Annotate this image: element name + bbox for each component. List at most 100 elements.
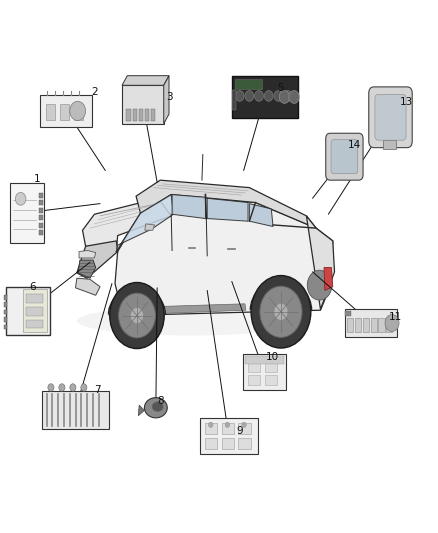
Circle shape	[59, 384, 65, 391]
Bar	[126, 109, 131, 121]
Bar	[39, 230, 43, 235]
Circle shape	[279, 91, 289, 103]
Circle shape	[225, 422, 229, 427]
Bar	[151, 109, 155, 121]
Polygon shape	[122, 76, 169, 85]
Polygon shape	[306, 216, 334, 309]
Bar	[370, 318, 376, 332]
FancyBboxPatch shape	[344, 309, 396, 337]
Polygon shape	[145, 224, 154, 230]
Bar	[26, 307, 43, 316]
Bar	[132, 109, 137, 121]
Text: 14: 14	[347, 140, 360, 150]
Text: 3: 3	[165, 92, 172, 102]
Bar	[244, 356, 283, 364]
Polygon shape	[323, 268, 332, 290]
Bar	[354, 318, 360, 332]
FancyBboxPatch shape	[368, 87, 411, 148]
Polygon shape	[249, 204, 272, 227]
Bar	[231, 90, 236, 110]
Circle shape	[70, 384, 76, 391]
Bar	[4, 295, 7, 300]
Bar	[74, 104, 83, 120]
Polygon shape	[78, 260, 95, 278]
Bar	[344, 311, 350, 316]
FancyBboxPatch shape	[6, 287, 50, 335]
Bar	[4, 302, 7, 307]
Text: 2: 2	[91, 87, 98, 96]
Text: 5: 5	[277, 83, 284, 93]
Bar	[60, 104, 69, 120]
Polygon shape	[172, 195, 205, 219]
Circle shape	[235, 91, 244, 101]
FancyBboxPatch shape	[325, 133, 362, 180]
Circle shape	[254, 91, 263, 101]
Bar	[385, 318, 392, 332]
Bar	[264, 362, 276, 372]
FancyBboxPatch shape	[231, 76, 297, 118]
Bar	[205, 423, 217, 434]
Circle shape	[70, 101, 85, 120]
Polygon shape	[75, 278, 100, 295]
FancyBboxPatch shape	[199, 418, 257, 454]
Bar	[238, 423, 250, 434]
Bar	[39, 215, 43, 220]
Text: 7: 7	[94, 385, 101, 395]
Polygon shape	[138, 405, 144, 416]
Polygon shape	[163, 76, 169, 124]
FancyBboxPatch shape	[330, 140, 357, 174]
Circle shape	[118, 293, 155, 338]
Ellipse shape	[152, 402, 163, 411]
Circle shape	[384, 314, 398, 332]
Polygon shape	[136, 180, 315, 228]
Circle shape	[251, 276, 310, 348]
Bar	[46, 104, 55, 120]
Bar	[235, 79, 261, 89]
Ellipse shape	[77, 306, 304, 336]
FancyBboxPatch shape	[242, 354, 285, 390]
Circle shape	[110, 282, 164, 349]
FancyBboxPatch shape	[42, 391, 109, 429]
Circle shape	[283, 91, 292, 101]
Bar	[39, 200, 43, 205]
Bar	[221, 423, 233, 434]
Bar	[39, 193, 43, 198]
FancyBboxPatch shape	[40, 95, 92, 127]
Circle shape	[288, 91, 299, 103]
Bar	[4, 317, 7, 322]
FancyBboxPatch shape	[122, 85, 163, 124]
Bar	[247, 375, 260, 385]
Circle shape	[241, 422, 246, 427]
Bar	[221, 438, 233, 449]
Polygon shape	[116, 195, 173, 252]
Text: 1: 1	[34, 174, 41, 183]
Polygon shape	[115, 195, 332, 316]
Bar	[39, 208, 43, 213]
Text: 8: 8	[156, 396, 163, 406]
Circle shape	[264, 91, 272, 101]
Bar	[362, 318, 368, 332]
Circle shape	[244, 91, 253, 101]
Circle shape	[81, 384, 87, 391]
Bar	[378, 318, 384, 332]
Bar	[346, 318, 352, 332]
Text: 13: 13	[399, 98, 412, 107]
Circle shape	[130, 308, 143, 324]
Polygon shape	[79, 251, 95, 258]
Circle shape	[273, 91, 282, 101]
Circle shape	[259, 286, 301, 337]
Bar	[4, 325, 7, 329]
Text: 6: 6	[29, 282, 36, 292]
Circle shape	[48, 384, 54, 391]
Text: 10: 10	[265, 352, 278, 362]
Bar	[264, 375, 276, 385]
Ellipse shape	[144, 398, 167, 418]
Circle shape	[273, 303, 287, 320]
Circle shape	[208, 422, 212, 427]
Bar	[26, 320, 43, 328]
Polygon shape	[207, 198, 247, 221]
FancyBboxPatch shape	[374, 94, 405, 140]
Text: 9: 9	[235, 426, 242, 435]
Bar	[247, 362, 260, 372]
FancyBboxPatch shape	[10, 183, 44, 243]
